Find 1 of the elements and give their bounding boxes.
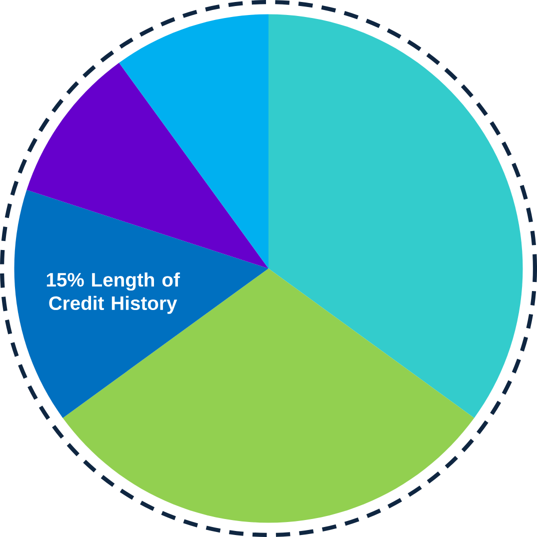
slice-label: 15% Length of Credit History: [46, 272, 180, 314]
